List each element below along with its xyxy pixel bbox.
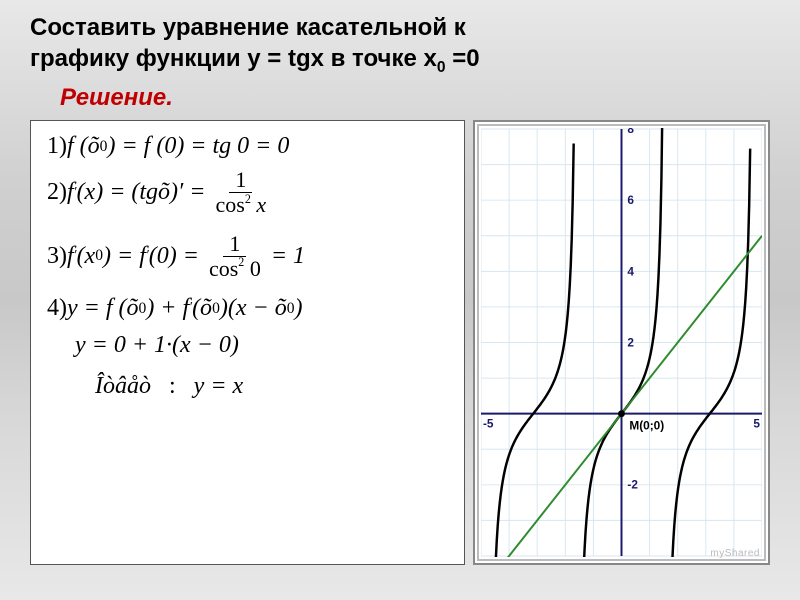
step2-prefix: 2)	[47, 179, 67, 206]
step2-fraction: 1 cos2 x	[210, 168, 273, 217]
step6-colon: :	[151, 373, 194, 400]
step2-lhs: f	[67, 179, 74, 206]
step1-after: ) = f (0) = tg 0 = 0	[107, 133, 289, 160]
step3-den-exp: 2	[238, 255, 244, 269]
step2-lhs2: (x) = (tgõ)′ =	[77, 179, 206, 206]
subtitle: Решение.	[60, 84, 780, 112]
svg-text:4: 4	[627, 265, 634, 279]
step6-eq: y = x	[194, 373, 244, 400]
step2-den-a: cos	[216, 192, 245, 217]
svg-text:-5: -5	[483, 417, 494, 431]
tangent-chart: -2 2 4 6 8 -5 5 M(0;0)	[481, 128, 762, 557]
step3-c: ) = f	[103, 243, 146, 270]
step2-num: 1	[229, 168, 252, 193]
step3-sub0: 0	[95, 247, 103, 265]
svg-text:8: 8	[627, 128, 634, 136]
step3-prime: ′	[74, 247, 77, 263]
step3-prime2: ′	[146, 247, 149, 263]
step3-fraction: 1 cos2 0	[203, 232, 267, 281]
step6-label: Îòâåò	[95, 373, 151, 400]
step3-den-b: 0	[244, 256, 261, 281]
step5-eq: y = 0 + 1·(x − 0)	[75, 332, 239, 359]
step3-eq1: = 1	[271, 243, 305, 270]
step-3: 3) f′(x0) = f′(0) = 1 cos2 0 = 1	[47, 232, 454, 281]
step4-a: y = f (õ	[67, 295, 139, 322]
title-eq: =	[446, 45, 467, 72]
step4-e: )	[295, 295, 303, 322]
step-4: 4) y = f (õ0) + f′(õ0)(x − õ0)	[47, 295, 454, 322]
svg-text:5: 5	[753, 417, 760, 431]
step3-d: (0) =	[149, 243, 199, 270]
svg-text:2: 2	[627, 336, 634, 350]
svg-text:M(0;0): M(0;0)	[629, 419, 664, 433]
step2-prime: ′	[74, 184, 77, 200]
step-2: 2) f′(x) = (tgõ)′ = 1 cos2 x	[47, 168, 454, 217]
step3-num: 1	[223, 232, 246, 257]
step4-d: )(x − õ	[220, 295, 287, 322]
step1-body: f (õ	[67, 133, 100, 160]
step4-prefix: 4)	[47, 295, 67, 322]
step2-den-exp: 2	[245, 192, 251, 206]
step4-b: ) + f	[146, 295, 189, 322]
step3-den-a: cos	[209, 256, 238, 281]
title-zero: 0	[466, 45, 479, 72]
step-5: y = 0 + 1·(x − 0)	[75, 332, 454, 359]
svg-text:-2: -2	[627, 478, 638, 492]
watermark: myShared	[710, 548, 760, 559]
title-line2: графику функции у = tgx в точке х	[30, 45, 437, 72]
step-1: 1) f (õ0) = f (0) = tg 0 = 0	[47, 133, 454, 160]
step3-a: f	[67, 243, 74, 270]
solution-box: 1) f (õ0) = f (0) = tg 0 = 0 2) f′(x) = …	[30, 120, 465, 565]
step3-prefix: 3)	[47, 243, 67, 270]
chart-box: -2 2 4 6 8 -5 5 M(0;0) myShared	[473, 120, 770, 565]
step1-prefix: 1)	[47, 133, 67, 160]
step-6: Îòâåò : y = x	[95, 373, 454, 400]
step4-c: (õ	[192, 295, 212, 322]
svg-text:6: 6	[627, 193, 634, 207]
step2-den-b: x	[251, 192, 266, 217]
step4-prime: ′	[189, 299, 192, 315]
step3-b: (x	[77, 243, 96, 270]
step4-sub2: 0	[287, 300, 295, 318]
title-line1: Составить уравнение касательной к	[30, 14, 466, 41]
step4-sub1: 0	[212, 300, 220, 318]
title-sub: 0	[437, 59, 446, 76]
